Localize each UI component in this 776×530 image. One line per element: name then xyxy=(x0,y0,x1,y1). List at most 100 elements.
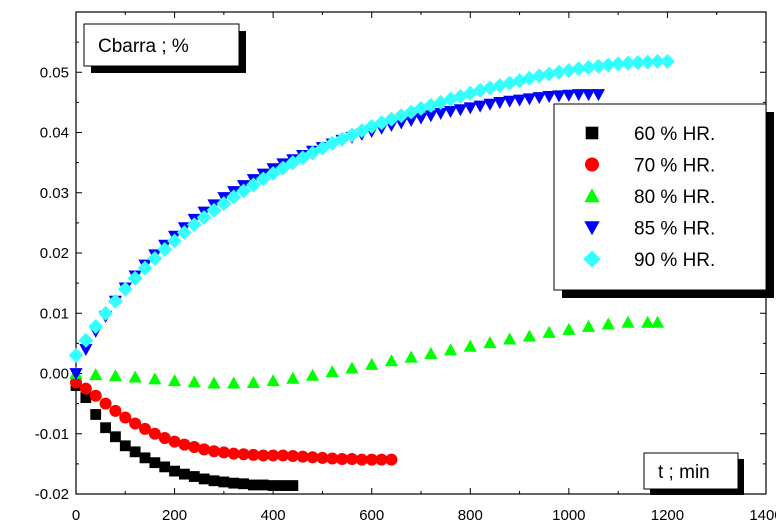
data-point xyxy=(640,54,656,70)
legend-label: 60 % HR. xyxy=(634,124,715,145)
y-tick-label: 0.05 xyxy=(40,64,69,81)
legend-item: 80 % HR. xyxy=(584,187,715,208)
axis-tick-labels: 0 200 400 600 800 1000 1200 1400 -0.02 -0.01 0.00 0… xyxy=(35,64,776,524)
data-point xyxy=(473,100,487,113)
data-point xyxy=(227,376,241,389)
data-point xyxy=(590,58,606,74)
data-point xyxy=(179,468,190,480)
data-point xyxy=(129,417,142,430)
data-point xyxy=(198,443,211,456)
x-tick-label: 800 xyxy=(458,507,483,524)
data-point xyxy=(572,89,586,102)
legend-label: 80 % HR. xyxy=(634,187,715,208)
y-tick-label: 0.00 xyxy=(40,366,69,383)
data-point xyxy=(621,315,635,328)
data-point xyxy=(148,427,161,440)
data-point xyxy=(482,80,498,96)
data-point xyxy=(581,89,596,102)
legend-item: 90 % HR. xyxy=(583,250,715,271)
data-point xyxy=(108,369,123,382)
data-point xyxy=(157,241,173,257)
data-point xyxy=(208,445,220,458)
data-point xyxy=(493,96,507,109)
y-tick-label: 0.04 xyxy=(40,125,69,142)
x-tick-label: 1000 xyxy=(552,507,585,524)
data-point xyxy=(70,376,82,389)
data-point xyxy=(384,354,399,367)
data-point xyxy=(375,453,388,466)
data-point xyxy=(287,480,299,491)
data-point xyxy=(178,438,191,451)
data-point xyxy=(167,374,182,387)
data-point xyxy=(186,217,202,233)
data-point xyxy=(286,450,299,463)
data-point xyxy=(80,392,92,403)
data-point xyxy=(630,55,646,71)
data-point xyxy=(99,397,112,410)
data-point xyxy=(385,453,398,466)
data-point xyxy=(453,104,468,117)
data-point xyxy=(218,476,230,488)
data-point xyxy=(245,177,261,193)
data-point xyxy=(78,332,94,348)
data-point xyxy=(521,70,537,86)
legend-label: 85 % HR. xyxy=(634,219,715,240)
data-point xyxy=(571,61,587,77)
series-layer xyxy=(68,53,675,491)
data-point xyxy=(168,435,181,448)
data-point xyxy=(472,82,488,98)
data-point xyxy=(98,305,114,321)
data-point xyxy=(277,480,289,491)
data-point xyxy=(248,479,259,491)
data-point xyxy=(641,315,655,328)
data-point xyxy=(266,374,280,387)
data-point xyxy=(316,451,329,464)
data-point xyxy=(365,357,379,370)
data-point xyxy=(255,171,271,187)
data-point xyxy=(542,325,556,338)
x-tick-label: 1200 xyxy=(651,507,684,524)
data-point xyxy=(238,478,249,490)
axis-ticks xyxy=(75,12,767,495)
data-point xyxy=(68,347,84,363)
x-tick-label: 600 xyxy=(359,507,384,524)
data-point xyxy=(620,55,636,71)
data-point xyxy=(483,336,497,349)
series-0 xyxy=(70,380,299,491)
data-point xyxy=(600,57,616,73)
data-point xyxy=(169,465,180,477)
data-point xyxy=(137,260,153,276)
y-axis-label-box-frame xyxy=(83,23,240,67)
y-tick-label: -0.02 xyxy=(35,486,69,503)
data-point xyxy=(424,110,438,123)
data-point xyxy=(512,94,527,107)
data-point xyxy=(463,339,477,352)
data-point xyxy=(601,317,615,330)
data-point xyxy=(650,53,666,69)
data-point xyxy=(562,322,576,335)
data-point xyxy=(158,431,171,444)
data-point xyxy=(542,90,556,103)
data-point xyxy=(355,453,368,466)
data-point xyxy=(127,270,143,286)
data-point xyxy=(129,446,141,458)
data-point xyxy=(404,350,418,363)
legend-item: 85 % HR. xyxy=(584,219,715,240)
y-tick-label: 0.03 xyxy=(40,185,69,202)
data-point xyxy=(522,329,537,342)
y-tick-label: -0.01 xyxy=(35,426,69,443)
data-point xyxy=(188,471,200,482)
data-point xyxy=(100,422,111,434)
data-point xyxy=(305,368,320,381)
legend-item: 70 % HR. xyxy=(585,156,715,177)
data-point xyxy=(208,475,220,487)
x-tick-label: 200 xyxy=(162,507,187,524)
data-point xyxy=(610,56,626,72)
data-point xyxy=(492,78,508,93)
data-point xyxy=(265,166,281,181)
legend-items: 60 % HR. 70 % HR. 80 % HR. 85 % HR. 90 % HR. xyxy=(583,124,715,271)
data-point xyxy=(147,250,163,266)
legend-label: 90 % HR. xyxy=(634,250,715,271)
data-point xyxy=(522,93,537,106)
data-point xyxy=(119,411,132,424)
